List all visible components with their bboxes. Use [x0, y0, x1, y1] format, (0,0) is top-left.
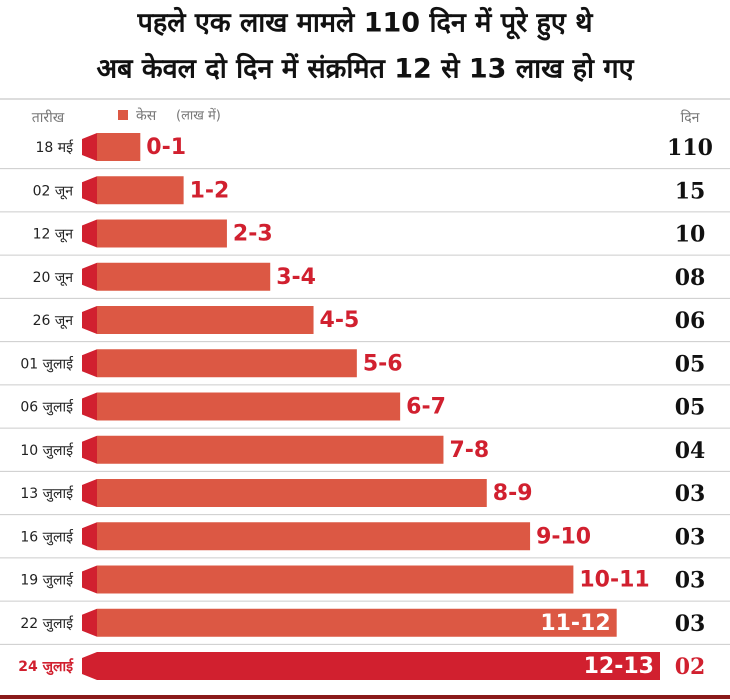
row-tab [82, 306, 97, 334]
days-value: 03 [675, 524, 706, 550]
bar [97, 522, 531, 551]
bar [97, 652, 660, 680]
bar-label: 2-3 [233, 222, 273, 247]
row-tab [82, 262, 97, 291]
date-label: 20 जून [33, 270, 74, 286]
bar [97, 565, 574, 594]
row-tab [82, 652, 97, 680]
days-value: 06 [675, 308, 706, 334]
days-value: 05 [675, 351, 706, 377]
date-label: 24 जुलाई [18, 658, 74, 676]
date-label: 26 जून [33, 313, 74, 329]
days-value: 03 [675, 481, 706, 507]
chart-title: अब केवल दो दिन में संक्रमित 12 से 13 लाख… [96, 53, 634, 85]
bar-label: 7-8 [449, 438, 489, 463]
days-header: दिन [681, 109, 700, 126]
legend-swatch [118, 110, 128, 120]
bar [97, 392, 401, 421]
bar-label: 4-5 [320, 308, 360, 333]
days-value: 03 [675, 611, 706, 637]
bar-label: 0-1 [146, 135, 186, 160]
row-tab [82, 133, 97, 161]
date-label: 22 जुलाई [20, 615, 74, 632]
bar [97, 262, 271, 291]
bar [97, 219, 227, 248]
row-tab [82, 219, 97, 248]
days-value: 10 [675, 222, 706, 248]
bar [97, 133, 141, 161]
days-value: 02 [675, 654, 706, 680]
row-tab [82, 479, 97, 507]
date-label: 01 जुलाई [20, 355, 74, 372]
date-label: 19 जुलाई [20, 572, 74, 589]
date-label: 16 जुलाई [20, 528, 74, 545]
row-tab [82, 608, 97, 637]
days-value: 03 [675, 568, 706, 594]
date-label: 06 जुलाई [20, 399, 74, 416]
date-label: 02 जून [33, 183, 74, 199]
bar [97, 435, 444, 464]
bar-label: 3-4 [276, 265, 316, 290]
bar-label: 11-12 [540, 611, 610, 636]
legend-unit: (लाख में) [176, 108, 221, 124]
bar [97, 349, 357, 378]
date-label: 18 मई [35, 139, 74, 156]
chart-title: पहले एक लाख मामले 110 दिन में पूरे हुए थ… [137, 7, 595, 42]
bar-label: 5-6 [363, 351, 403, 376]
days-value: 110 [667, 135, 713, 161]
row-tab [82, 176, 97, 205]
bar [97, 479, 487, 507]
bar-label: 9-10 [536, 524, 591, 549]
row-tab [82, 435, 97, 464]
row-tab [82, 392, 97, 421]
date-header: तारीख [32, 109, 65, 126]
date-label: 13 जुलाई [20, 485, 74, 502]
bar [97, 608, 617, 637]
bar-label: 6-7 [406, 395, 446, 420]
bar [97, 176, 184, 205]
bar-label: 12-13 [584, 654, 654, 679]
bar [97, 306, 314, 334]
days-value: 08 [675, 265, 706, 291]
legend-label: केस [136, 107, 157, 124]
date-label: 10 जुलाई [20, 442, 74, 459]
days-value: 04 [675, 438, 706, 464]
days-value: 05 [675, 395, 706, 421]
row-tab [82, 349, 97, 378]
days-value: 15 [675, 178, 706, 204]
row-tab [82, 522, 97, 551]
row-tab [82, 565, 97, 594]
bar-label: 1-2 [190, 178, 230, 203]
bar-label: 10-11 [579, 568, 649, 593]
date-label: 12 जून [33, 227, 74, 243]
bar-label: 8-9 [493, 481, 533, 506]
